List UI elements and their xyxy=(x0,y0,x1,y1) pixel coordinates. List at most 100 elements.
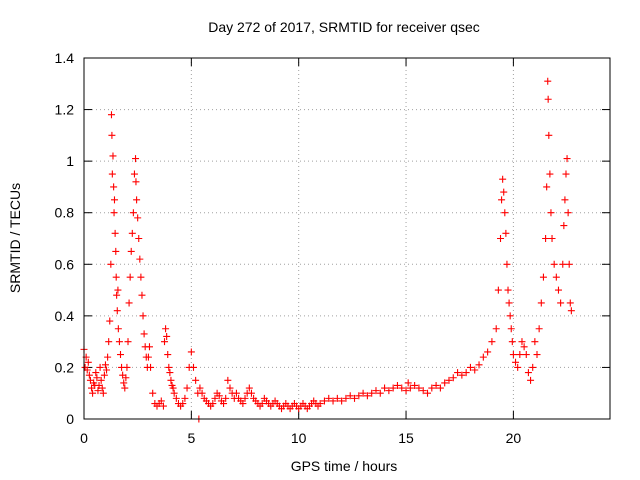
data-point xyxy=(436,384,444,392)
y-tick-label: 1.4 xyxy=(55,50,75,66)
data-point xyxy=(479,353,487,361)
data-point xyxy=(127,247,135,255)
data-point xyxy=(89,389,97,397)
data-point xyxy=(108,131,116,139)
data-point xyxy=(492,325,500,333)
data-point xyxy=(560,222,568,230)
data-point xyxy=(122,374,130,382)
data-point xyxy=(110,183,118,191)
data-point xyxy=(93,374,101,382)
data-point xyxy=(393,381,401,389)
data-point xyxy=(561,196,569,204)
data-point xyxy=(114,286,122,294)
data-point xyxy=(128,229,136,237)
data-point xyxy=(500,188,508,196)
data-point xyxy=(112,247,120,255)
data-point xyxy=(527,376,535,384)
data-point xyxy=(547,209,555,217)
data-point xyxy=(503,260,511,268)
data-point xyxy=(545,131,553,139)
data-point xyxy=(192,376,200,384)
data-point xyxy=(454,369,462,377)
data-point xyxy=(198,389,206,397)
data-point xyxy=(125,299,133,307)
data-point xyxy=(406,384,414,392)
data-point xyxy=(107,111,115,119)
data-point xyxy=(562,170,570,178)
data-point xyxy=(139,312,147,320)
y-tick-label: 0.8 xyxy=(55,205,75,221)
data-point xyxy=(333,394,341,402)
data-point xyxy=(83,366,91,374)
data-point xyxy=(110,196,118,204)
data-point xyxy=(338,397,346,405)
data-point xyxy=(529,363,537,371)
x-axis-label: GPS time / hours xyxy=(291,458,398,474)
data-point xyxy=(138,291,146,299)
data-point xyxy=(419,387,427,395)
data-point xyxy=(497,235,505,242)
data-point xyxy=(499,175,507,183)
data-point xyxy=(134,214,142,222)
data-point xyxy=(104,353,112,361)
data-point xyxy=(114,325,122,333)
data-point xyxy=(537,299,545,307)
data-point xyxy=(112,273,120,281)
data-point xyxy=(105,338,113,346)
data-point xyxy=(325,394,333,402)
y-tick-label: 0.2 xyxy=(55,359,75,375)
data-point xyxy=(505,299,513,307)
data-point xyxy=(522,351,530,359)
plot-frame xyxy=(83,57,611,420)
data-point xyxy=(111,229,119,237)
data-point xyxy=(144,353,152,361)
data-point xyxy=(167,376,175,384)
y-tick-label: 1.2 xyxy=(55,102,75,118)
data-point xyxy=(187,348,195,356)
data-point xyxy=(124,338,132,346)
data-point xyxy=(514,363,522,371)
data-point xyxy=(179,400,187,408)
data-point xyxy=(108,170,116,178)
data-point xyxy=(247,389,255,397)
data-point xyxy=(398,384,406,392)
data-point xyxy=(159,402,167,410)
data-point xyxy=(504,286,512,294)
data-point xyxy=(232,389,240,397)
data-point xyxy=(518,338,526,346)
y-tick-label: 1 xyxy=(66,153,74,169)
data-point xyxy=(432,381,440,389)
data-point xyxy=(475,361,483,369)
data-point xyxy=(424,389,432,397)
data-point xyxy=(115,338,123,346)
data-point xyxy=(145,343,153,351)
data-point xyxy=(566,299,574,307)
data-point xyxy=(372,387,380,395)
data-point xyxy=(157,397,165,405)
data-point xyxy=(316,400,324,408)
data-point xyxy=(488,338,496,346)
data-point xyxy=(101,361,109,369)
data-point xyxy=(494,286,502,294)
data-point xyxy=(163,332,171,340)
data-point xyxy=(220,400,228,408)
data-point xyxy=(161,338,169,346)
data-point xyxy=(411,381,419,389)
data-point xyxy=(516,351,524,359)
data-point xyxy=(512,358,520,366)
data-point xyxy=(508,338,516,346)
data-point xyxy=(329,397,337,405)
y-axis: 0 0.2 0.4 0.6 0.8 1 1.2 1.4 xyxy=(55,50,610,427)
data-point xyxy=(484,348,492,356)
data-point xyxy=(415,384,423,392)
data-point xyxy=(222,394,230,402)
data-point xyxy=(520,343,528,351)
data-point xyxy=(471,366,479,374)
data-point xyxy=(132,178,140,186)
x-tick-label: 5 xyxy=(187,430,195,446)
data-point xyxy=(502,229,510,237)
data-point xyxy=(149,389,157,397)
data-point xyxy=(544,95,552,103)
data-point xyxy=(96,363,104,371)
